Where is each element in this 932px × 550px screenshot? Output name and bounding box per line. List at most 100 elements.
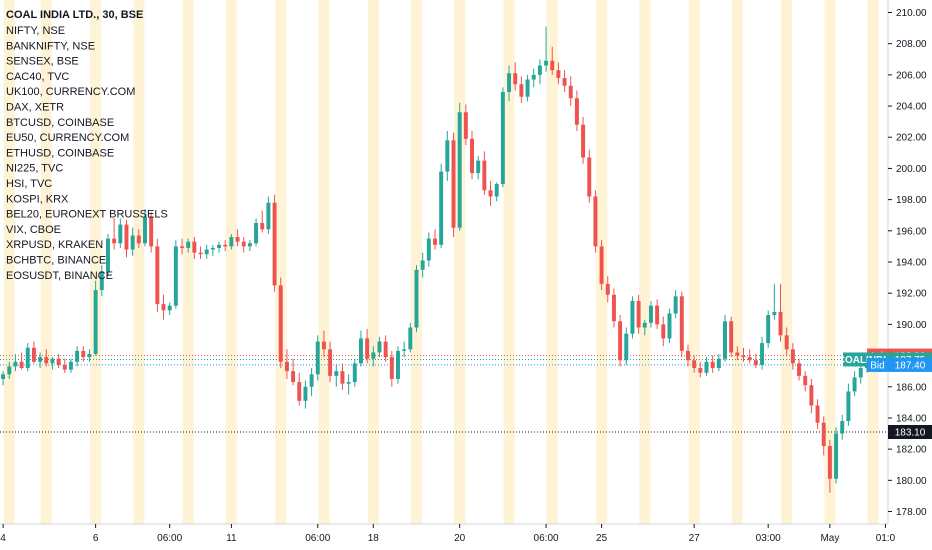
candle-body[interactable] bbox=[753, 360, 758, 365]
candle-body[interactable] bbox=[229, 237, 234, 247]
candle-body[interactable] bbox=[62, 364, 67, 370]
candle-body[interactable] bbox=[772, 311, 777, 316]
candle-body[interactable] bbox=[803, 375, 808, 386]
candle-body[interactable] bbox=[254, 223, 259, 244]
candle-body[interactable] bbox=[858, 368, 863, 378]
candle-body[interactable] bbox=[698, 368, 703, 373]
candles[interactable] bbox=[1, 26, 869, 493]
candle-body[interactable] bbox=[44, 357, 49, 364]
candle-body[interactable] bbox=[605, 283, 610, 295]
candle-body[interactable] bbox=[143, 216, 147, 244]
candle-body[interactable] bbox=[155, 246, 160, 305]
candle-body[interactable] bbox=[13, 361, 18, 367]
candle-body[interactable] bbox=[284, 361, 289, 372]
candle-body[interactable] bbox=[655, 305, 660, 325]
candle-body[interactable] bbox=[852, 377, 857, 392]
candle-body[interactable] bbox=[161, 304, 166, 311]
candle-body[interactable] bbox=[365, 338, 370, 359]
candle-body[interactable] bbox=[210, 247, 215, 250]
candle-body[interactable] bbox=[513, 73, 518, 85]
legend-symbol[interactable]: NI225, TVC bbox=[6, 163, 63, 175]
legend-symbol[interactable]: BEL20, EURONEXT BRUSSELS bbox=[6, 209, 168, 221]
candle-body[interactable] bbox=[75, 350, 80, 362]
candle-body[interactable] bbox=[247, 243, 252, 247]
legend-symbol[interactable]: KOSPI, KRX bbox=[6, 193, 69, 205]
candle-body[interactable] bbox=[784, 335, 789, 350]
candle-body[interactable] bbox=[766, 315, 771, 344]
candle-body[interactable] bbox=[334, 371, 339, 376]
candle-body[interactable] bbox=[797, 363, 802, 376]
candle-body[interactable] bbox=[235, 237, 240, 242]
candle-body[interactable] bbox=[809, 385, 814, 406]
candle-body[interactable] bbox=[815, 405, 820, 423]
candle-body[interactable] bbox=[463, 112, 468, 139]
price-axis[interactable]: 178.00180.00182.00184.00186.00188.00190.… bbox=[888, 8, 927, 518]
candle-body[interactable] bbox=[686, 350, 690, 361]
candle-body[interactable] bbox=[667, 313, 672, 339]
candle-body[interactable] bbox=[525, 79, 530, 97]
candle-body[interactable] bbox=[618, 321, 623, 361]
candle-body[interactable] bbox=[735, 352, 740, 356]
candle-body[interactable] bbox=[272, 202, 277, 286]
candle-body[interactable] bbox=[38, 357, 43, 362]
candle-body[interactable] bbox=[7, 366, 12, 375]
candle-body[interactable] bbox=[186, 241, 191, 248]
candle-body[interactable] bbox=[834, 433, 839, 479]
candle-body[interactable] bbox=[519, 84, 524, 97]
candle-body[interactable] bbox=[402, 349, 407, 351]
candle-body[interactable] bbox=[217, 244, 222, 248]
candle-body[interactable] bbox=[118, 224, 123, 244]
candle-body[interactable] bbox=[568, 85, 573, 99]
candle-body[interactable] bbox=[328, 349, 333, 376]
legend-symbol[interactable]: EU50, CURRENCY.COM bbox=[6, 132, 129, 144]
candle-body[interactable] bbox=[445, 140, 450, 172]
candle-body[interactable] bbox=[537, 65, 542, 75]
candle-body[interactable] bbox=[507, 73, 512, 93]
candle-body[interactable] bbox=[661, 324, 666, 339]
candle-body[interactable] bbox=[704, 361, 709, 373]
candle-body[interactable] bbox=[846, 391, 851, 422]
candle-body[interactable] bbox=[581, 124, 586, 158]
candle-body[interactable] bbox=[167, 305, 172, 311]
candle-body[interactable] bbox=[278, 285, 283, 362]
legend-symbol[interactable]: NIFTY, NSE bbox=[6, 25, 65, 37]
candle-body[interactable] bbox=[358, 338, 363, 364]
candle-body[interactable] bbox=[149, 216, 154, 247]
legend-symbol[interactable]: BTCUSD, COINBASE bbox=[6, 117, 114, 129]
legend-symbol[interactable]: SENSEX, BSE bbox=[6, 56, 79, 68]
candle-body[interactable] bbox=[396, 350, 400, 379]
candle-body[interactable] bbox=[741, 355, 746, 358]
candle-body[interactable] bbox=[408, 327, 413, 350]
candle-body[interactable] bbox=[223, 244, 228, 247]
legend-symbol[interactable]: VIX, CBOE bbox=[6, 224, 61, 236]
candle-body[interactable] bbox=[198, 252, 203, 255]
candle-body[interactable] bbox=[433, 238, 437, 245]
candle-body[interactable] bbox=[679, 296, 684, 351]
candle-body[interactable] bbox=[377, 341, 382, 353]
candle-body[interactable] bbox=[729, 321, 734, 353]
candle-body[interactable] bbox=[630, 300, 635, 334]
candle-body[interactable] bbox=[389, 357, 394, 379]
candle-body[interactable] bbox=[124, 224, 129, 250]
candle-body[interactable] bbox=[346, 382, 351, 384]
candle-body[interactable] bbox=[457, 112, 462, 228]
legend-symbol[interactable]: DAX, XETR bbox=[6, 102, 64, 114]
candle-body[interactable] bbox=[260, 223, 265, 230]
candle-body[interactable] bbox=[291, 371, 296, 383]
candle-body[interactable] bbox=[451, 140, 456, 228]
candle-body[interactable] bbox=[494, 184, 499, 197]
candle-body[interactable] bbox=[636, 300, 641, 328]
candle-body[interactable] bbox=[19, 361, 24, 369]
candle-body[interactable] bbox=[593, 196, 598, 247]
legend-symbol[interactable]: BANKNIFTY, NSE bbox=[6, 40, 95, 52]
candle-body[interactable] bbox=[241, 241, 246, 247]
candle-body[interactable] bbox=[821, 422, 826, 447]
candle-body[interactable] bbox=[297, 382, 302, 401]
candle-body[interactable] bbox=[531, 74, 536, 80]
legend-symbol[interactable]: HSI, TVC bbox=[6, 178, 52, 190]
candle-body[interactable] bbox=[192, 241, 197, 253]
candle-body[interactable] bbox=[371, 352, 376, 359]
candle-body[interactable] bbox=[173, 246, 178, 306]
candle-body[interactable] bbox=[321, 341, 326, 350]
candle-body[interactable] bbox=[550, 60, 555, 71]
